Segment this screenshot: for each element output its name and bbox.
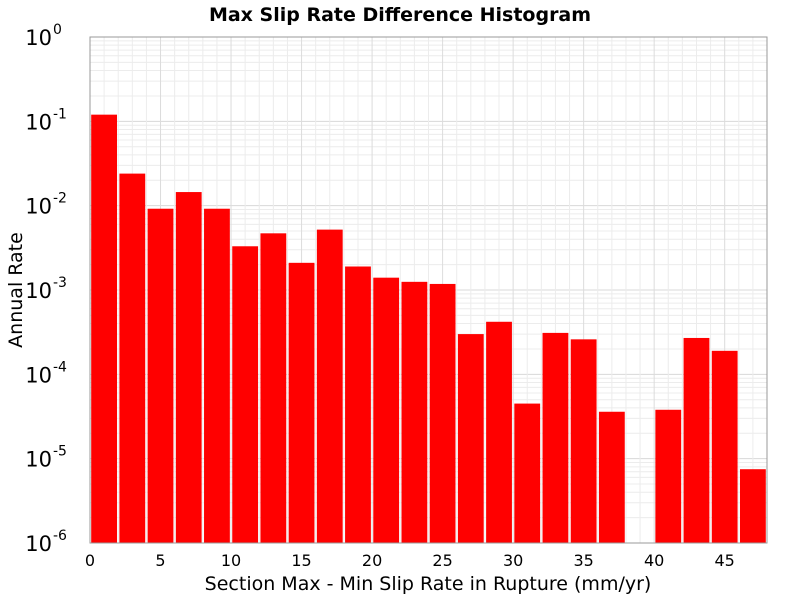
x-tick-label: 30 <box>503 551 523 570</box>
x-tick-label: 10 <box>221 551 241 570</box>
y-tick-exponent: -1 <box>53 106 67 122</box>
x-tick-label: 5 <box>155 551 165 570</box>
histogram-bar <box>711 350 738 543</box>
histogram-bar <box>683 337 710 543</box>
bars <box>91 114 766 544</box>
y-axis-label: Annual Rate <box>5 232 27 348</box>
histogram-bar <box>457 334 484 543</box>
x-tick-label: 0 <box>85 551 95 570</box>
histogram-bar <box>260 233 287 543</box>
y-tick-exponent: -6 <box>53 528 67 544</box>
x-axis-label: Section Max - Min Slip Rate in Rupture (… <box>205 573 652 595</box>
x-tick-label: 35 <box>573 551 593 570</box>
histogram-bar <box>514 403 541 543</box>
y-tick-exponent: -3 <box>53 275 67 291</box>
histogram-bar <box>147 208 174 543</box>
histogram-bar <box>598 411 625 543</box>
y-tick-label: 10 <box>25 110 52 134</box>
histogram-bar <box>232 246 259 544</box>
y-tick-exponent: -4 <box>53 359 67 375</box>
y-tick-exponent: -2 <box>53 191 67 207</box>
y-tick-exponent: -5 <box>53 444 67 460</box>
histogram-bar <box>91 114 118 544</box>
histogram-bar <box>175 192 202 543</box>
y-tick-label: 10 <box>25 195 52 219</box>
y-tick-label: 10 <box>25 363 52 387</box>
histogram-bar <box>288 262 315 543</box>
histogram-bar <box>401 281 428 543</box>
histogram-bar <box>739 469 766 543</box>
histogram-bar <box>373 277 400 543</box>
histogram-bar <box>655 409 682 543</box>
y-tick-label: 10 <box>25 279 52 303</box>
y-tick-label: 10 <box>25 532 52 556</box>
x-tick-labels: 0 5 10 15 20 25 30 35 40 45 <box>85 551 735 570</box>
plot-frame <box>89 36 768 544</box>
x-tick-label: 45 <box>715 551 735 570</box>
y-tick-exponent: 0 <box>53 22 62 38</box>
histogram-bar <box>542 332 569 543</box>
x-tick-label: 25 <box>432 551 452 570</box>
y-tick-label: 10 <box>25 448 52 472</box>
histogram-bar <box>204 208 230 543</box>
histogram-bar <box>570 339 597 543</box>
x-tick-label: 40 <box>644 551 664 570</box>
histogram-bar <box>119 173 146 544</box>
y-tick-label: 10 <box>25 26 52 50</box>
histogram-bar <box>345 266 371 543</box>
chart-title: Max Slip Rate Difference Histogram <box>209 4 591 26</box>
histogram-bar <box>429 283 456 543</box>
x-tick-label: 20 <box>362 551 382 570</box>
x-tick-label: 15 <box>291 551 311 570</box>
histogram-bar <box>316 229 343 543</box>
histogram-bar <box>486 321 512 543</box>
